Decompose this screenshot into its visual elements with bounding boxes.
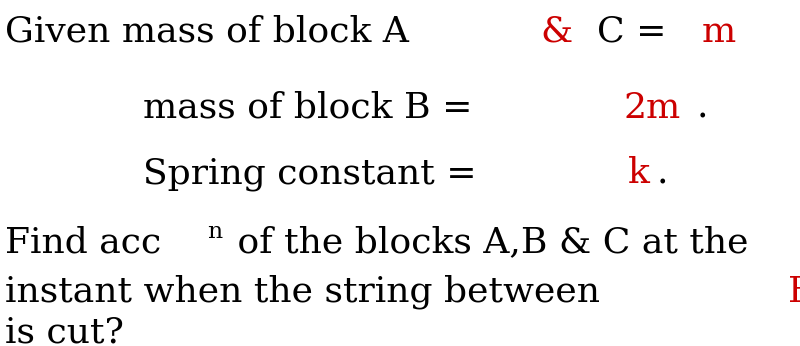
Text: C =: C =: [598, 15, 678, 48]
Text: .: .: [657, 156, 668, 190]
Text: n: n: [206, 221, 222, 243]
Text: B&C: B&C: [787, 274, 800, 308]
Text: Find acc: Find acc: [5, 226, 162, 260]
Text: m: m: [702, 15, 736, 48]
Text: 2m: 2m: [623, 91, 680, 125]
Text: Given mass of block A: Given mass of block A: [5, 15, 420, 48]
Text: is cut?: is cut?: [5, 316, 124, 346]
Text: instant when the string between: instant when the string between: [5, 274, 611, 309]
Text: .: .: [697, 91, 709, 125]
Text: of the blocks A,B & C at the: of the blocks A,B & C at the: [226, 226, 749, 260]
Text: Spring constant =: Spring constant =: [5, 157, 488, 191]
Text: k: k: [628, 156, 650, 190]
Text: mass of block B =: mass of block B =: [5, 91, 484, 125]
Text: &: &: [541, 15, 585, 48]
